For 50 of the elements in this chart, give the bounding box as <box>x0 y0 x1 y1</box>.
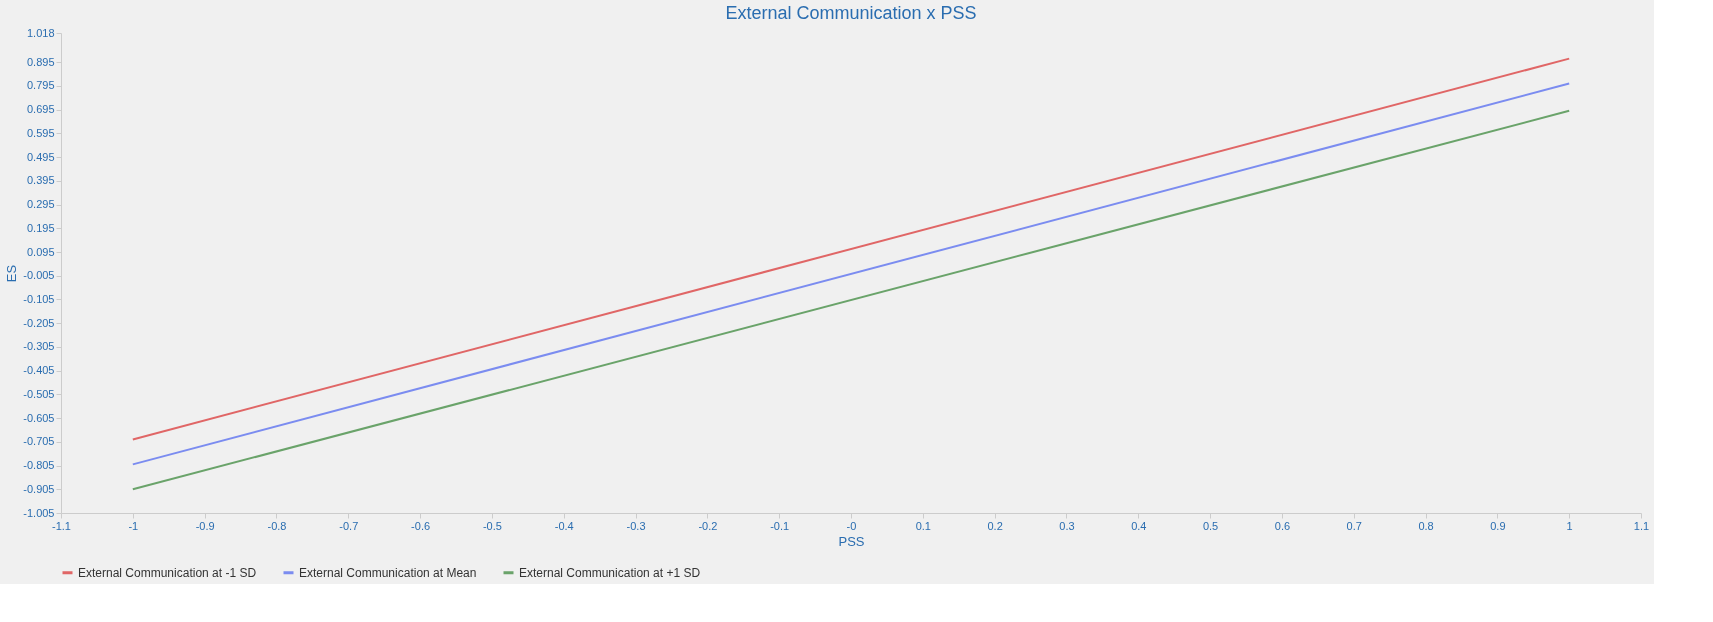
y-tick-label: 1.018 <box>26 26 55 39</box>
y-tick-label: -0.205 <box>23 316 55 329</box>
x-tick-label: -0.3 <box>626 519 646 532</box>
y-tick-label: -0.105 <box>23 292 55 305</box>
x-tick-label: -0.4 <box>554 519 574 532</box>
y-tick-label: 0.195 <box>26 221 55 234</box>
y-tick-label: 0.095 <box>26 245 55 258</box>
y-tick-label: 0.595 <box>26 126 55 139</box>
y-axis-title: ES <box>4 264 20 283</box>
x-axis-title: PSS <box>838 533 865 549</box>
chart-title: External Communication x PSS <box>725 3 977 23</box>
x-tick-label: 0.4 <box>1131 519 1147 532</box>
y-tick-label: -0.005 <box>23 269 55 282</box>
y-tick-label: 0.795 <box>26 79 55 92</box>
x-tick-label: -0.5 <box>482 519 502 532</box>
y-tick-label: -0.805 <box>23 459 55 472</box>
x-tick-label: 0.3 <box>1059 519 1075 532</box>
x-tick-label: -0.7 <box>339 519 359 532</box>
y-tick-label: 0.895 <box>26 55 55 68</box>
x-tick-label: -1 <box>128 519 139 532</box>
x-tick-label: -0.8 <box>267 519 287 532</box>
x-tick-label: -0.1 <box>770 519 790 532</box>
y-tick-label: 0.295 <box>26 198 55 211</box>
x-tick-label: 0.6 <box>1274 519 1291 532</box>
y-tick-label: 0.495 <box>26 150 55 163</box>
y-tick-label: 0.695 <box>26 103 55 116</box>
x-tick-label: 0.1 <box>915 519 931 532</box>
x-tick-label: -0.9 <box>195 519 215 532</box>
x-tick-label: 1 <box>1566 519 1573 532</box>
legend-label: External Communication at +1 SD <box>519 565 701 580</box>
y-tick-label: -0.305 <box>23 340 55 353</box>
y-tick-label: -0.405 <box>23 364 55 377</box>
x-tick-label: -1.1 <box>52 519 71 532</box>
x-tick-label: 0.2 <box>987 519 1003 532</box>
x-tick-label: 0.8 <box>1418 519 1434 532</box>
x-tick-label: 0.7 <box>1346 519 1362 532</box>
y-tick-label: -0.905 <box>23 482 55 495</box>
x-tick-label: -0 <box>846 519 857 532</box>
legend-label: External Communication at -1 SD <box>78 565 257 580</box>
y-tick-label: -0.605 <box>23 411 55 424</box>
y-tick-label: -0.705 <box>23 435 55 448</box>
legend-label: External Communication at Mean <box>299 565 477 580</box>
x-tick-label: 0.9 <box>1490 519 1506 532</box>
x-tick-label: -0.2 <box>698 519 718 532</box>
y-tick-label: 0.395 <box>26 174 55 187</box>
x-tick-label: -0.6 <box>411 519 431 532</box>
y-tick-label: -0.505 <box>23 387 55 400</box>
y-tick-label: -1.005 <box>23 506 55 519</box>
x-tick-label: 0.5 <box>1202 519 1219 532</box>
x-tick-label: 1.1 <box>1633 519 1650 532</box>
